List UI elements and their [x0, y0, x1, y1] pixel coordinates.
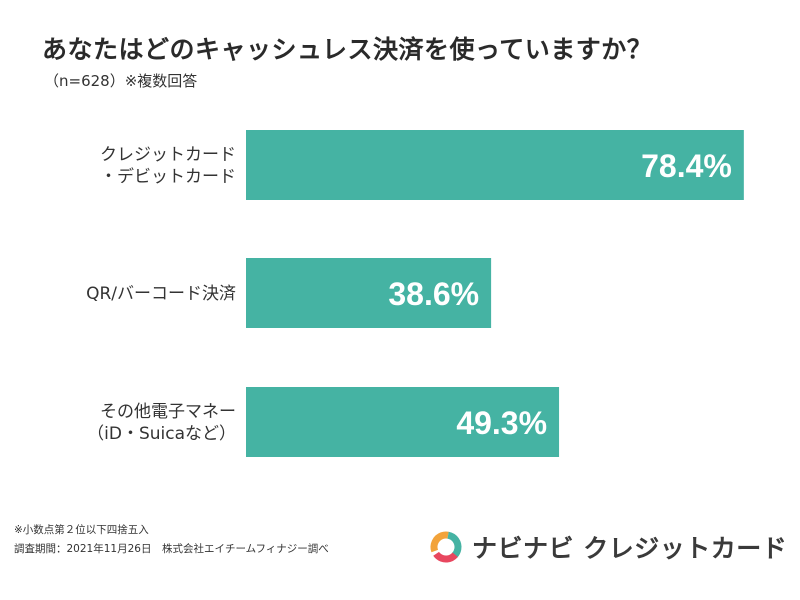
bar-value-label-1: 38.6%: [388, 276, 479, 312]
brand-logo-text: ナビナビ クレジットカード: [472, 534, 788, 563]
category-label-0: クレジットカード・デビットカード: [100, 145, 236, 187]
bar-value-label-2: 49.3%: [456, 405, 547, 441]
category-label-line: （iD・Suicaなど）: [87, 424, 236, 444]
category-label-2: その他電子マネー（iD・Suicaなど）: [87, 402, 236, 444]
bar-1: [246, 258, 492, 328]
category-label-1: QR/バーコード決済: [86, 284, 236, 304]
brand-logo: ナビナビ クレジットカード: [428, 529, 787, 565]
bar-value-label-0: 78.4%: [641, 148, 732, 184]
brand-ring-icon: [430, 531, 462, 563]
category-label-line: クレジットカード: [100, 145, 236, 165]
category-label-line: ・デビットカード: [100, 166, 236, 187]
survey-note: 調査期間：2021年11月26日 株式会社エイチームフィナジー調べ: [14, 543, 329, 555]
chart-title: あなたはどのキャッシュレス決済を使っていますか？: [42, 35, 653, 64]
chart-subtitle: （n=628）※複数回答: [44, 72, 198, 90]
category-label-line: QR/バーコード決済: [86, 284, 236, 304]
bar-2: [246, 387, 560, 457]
category-label-line: その他電子マネー: [100, 402, 236, 422]
rounding-note: ※小数点第２位以下四捨五入: [14, 524, 149, 536]
bar-0: [246, 130, 744, 200]
bar-chart: 78.4% クレジットカード・デビットカード 38.6% QR/バーコード決済 49.3…: [86, 130, 744, 457]
